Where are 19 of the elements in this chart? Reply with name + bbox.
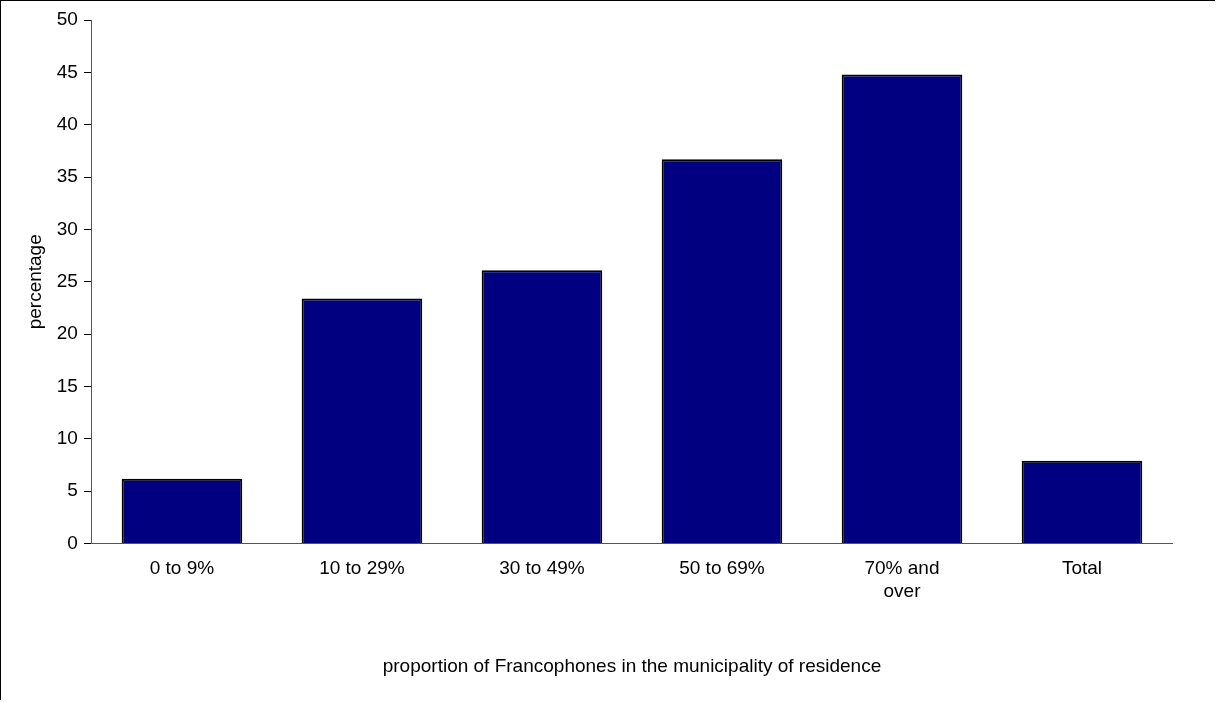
y-tick-label: 40	[56, 112, 78, 134]
y-tick-label: 50	[56, 8, 78, 30]
y-tick-label: 10	[56, 427, 78, 449]
y-tick-label: 25	[56, 270, 78, 292]
y-tick-label: 0	[67, 531, 78, 553]
x-tick-label: 70% and over	[864, 557, 940, 602]
x-tick-label: 0 to 9%	[149, 557, 215, 579]
x-tick-label: 50 to 69%	[679, 557, 765, 579]
y-tick-label: 45	[56, 60, 78, 82]
y-axis-title: percentage	[23, 234, 45, 330]
y-tick-label: 5	[67, 479, 78, 501]
x-axis-title: proportion of Francophones in the municipality of residence	[382, 654, 882, 676]
y-tick-label: 35	[56, 165, 78, 187]
x-tick-label: Total	[1061, 557, 1103, 579]
x-tick-label: 10 to 29%	[319, 557, 405, 579]
y-tick-label: 15	[56, 374, 78, 396]
x-tick-label: 30 to 49%	[499, 557, 585, 579]
y-tick-label: 20	[56, 322, 78, 344]
y-tick-label: 30	[56, 217, 78, 239]
